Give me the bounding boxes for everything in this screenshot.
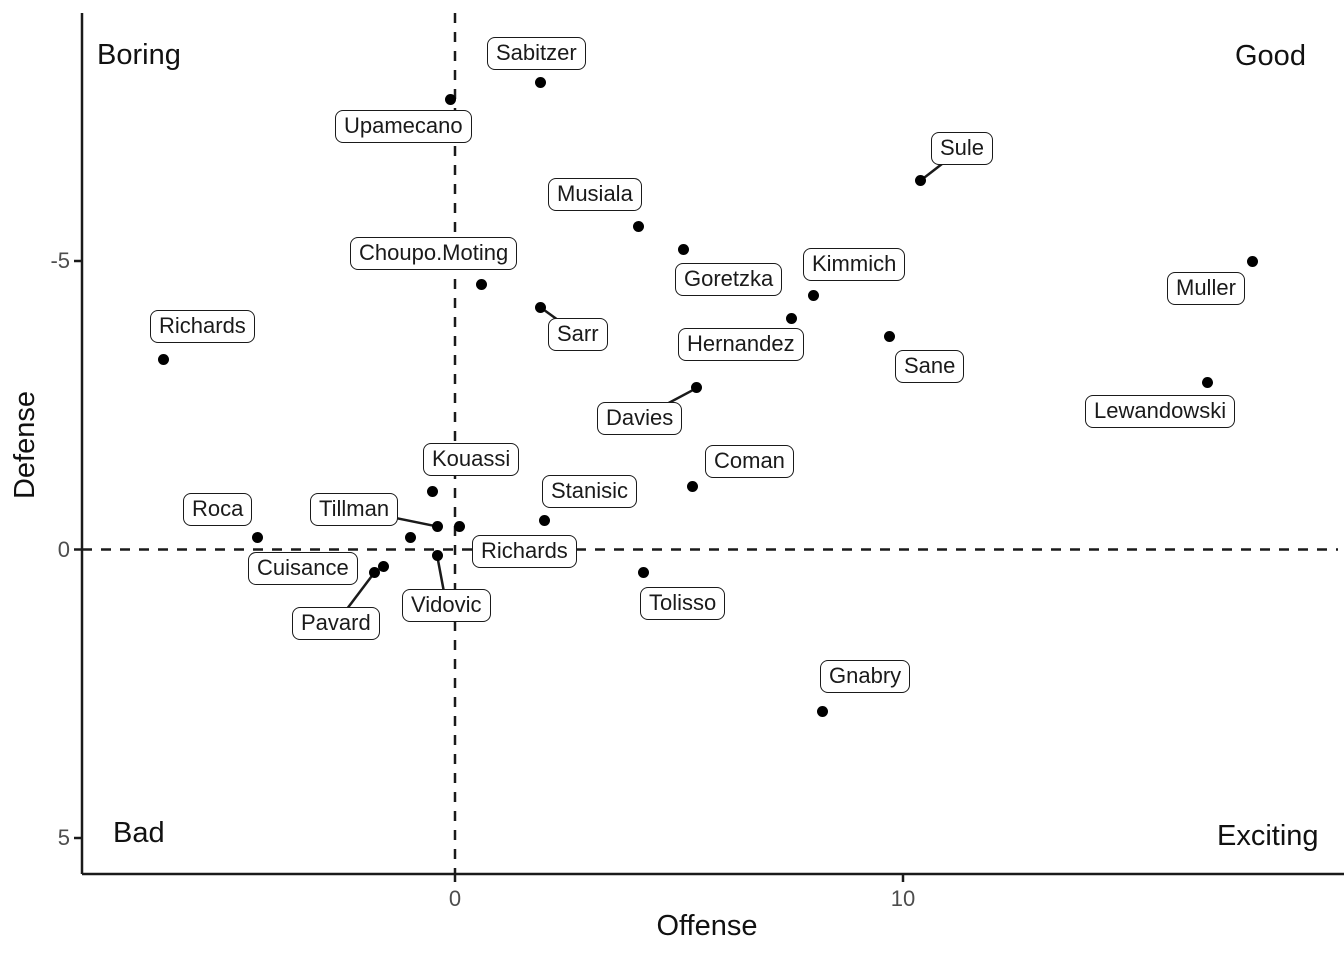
point-label: Gnabry (820, 660, 911, 693)
data-point (915, 174, 927, 186)
point-label: Sule (931, 132, 994, 165)
data-point (476, 278, 488, 290)
point-label: Tillman (310, 493, 399, 526)
data-point (252, 532, 264, 544)
data-point (158, 353, 170, 365)
data-point (427, 486, 439, 498)
point-label: Pavard (292, 607, 380, 640)
data-point (686, 480, 698, 492)
data-point (691, 382, 703, 394)
data-point (431, 520, 443, 532)
data-point (633, 220, 645, 232)
data-point (445, 93, 457, 105)
point-label: Sarr (548, 318, 608, 351)
point-label: Muller (1167, 272, 1245, 305)
data-point (453, 520, 465, 532)
point-label: Upamecano (335, 110, 472, 143)
point-label: Goretzka (675, 263, 783, 296)
data-point (884, 330, 896, 342)
data-point (1246, 255, 1258, 267)
y-tick-label: 5 (57, 825, 70, 850)
x-tick-label: 10 (890, 886, 916, 911)
data-point (539, 515, 551, 527)
point-label: Lewandowski (1085, 395, 1236, 428)
x-axis-title: Offense (656, 910, 758, 942)
point-label: Vidovic (402, 589, 491, 622)
point-label: Choupo.Moting (350, 237, 518, 270)
point-label: Tolisso (640, 587, 726, 620)
point-label: Sabitzer (487, 37, 586, 70)
x-tick-label: 0 (448, 886, 462, 911)
data-point (816, 705, 828, 717)
data-point (785, 313, 797, 325)
data-point (637, 567, 649, 579)
point-label: Hernandez (678, 328, 804, 361)
point-label: Richards (150, 310, 255, 343)
y-tick-label: -5 (50, 248, 70, 273)
point-label: Richards (472, 535, 577, 568)
point-label: Kimmich (803, 248, 906, 281)
point-label: Coman (705, 445, 794, 478)
data-point (377, 561, 389, 573)
data-point (534, 301, 546, 313)
quadrant-label-exciting: Exciting (1217, 820, 1319, 852)
data-point (807, 290, 819, 302)
quadrant-label-good: Good (1235, 40, 1306, 72)
point-label: Davies (597, 402, 683, 435)
data-point (431, 549, 443, 561)
data-point (1202, 376, 1214, 388)
data-point (534, 76, 546, 88)
point-label: Stanisic (542, 475, 638, 508)
point-label: Cuisance (248, 552, 358, 585)
data-point (368, 567, 380, 579)
point-label: Kouassi (423, 443, 520, 476)
point-label: Sane (895, 350, 965, 383)
y-tick-label: 0 (57, 536, 70, 562)
quadrant-label-boring: Boring (97, 39, 181, 71)
point-label: Roca (183, 493, 253, 526)
point-label: Musiala (548, 178, 642, 211)
data-point (404, 532, 416, 544)
data-point (677, 243, 689, 255)
quadrant-label-bad: Bad (113, 817, 165, 849)
